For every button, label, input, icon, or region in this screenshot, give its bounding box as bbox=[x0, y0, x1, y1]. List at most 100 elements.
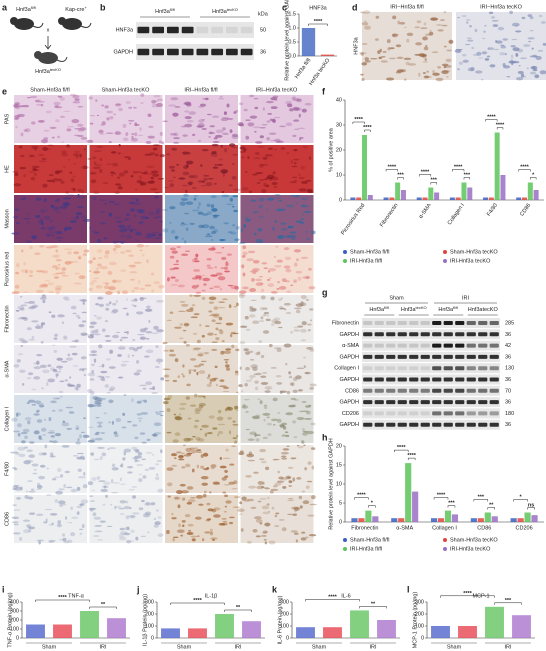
micrograph-texture bbox=[55, 291, 60, 295]
micrograph-texture bbox=[114, 131, 122, 135]
micrograph-texture bbox=[104, 335, 111, 338]
micrograph-texture bbox=[232, 506, 241, 508]
micrograph-texture bbox=[145, 502, 151, 506]
micrograph-texture bbox=[201, 334, 205, 338]
micrograph-texture bbox=[113, 431, 118, 435]
panel-letter: j bbox=[136, 584, 140, 594]
micrograph-texture bbox=[302, 432, 308, 436]
micrograph-texture bbox=[130, 529, 135, 533]
micrograph-texture bbox=[100, 488, 109, 493]
micrograph-texture bbox=[510, 54, 514, 59]
micrograph-texture bbox=[58, 390, 64, 394]
micrograph-texture bbox=[70, 187, 75, 190]
micrograph-texture bbox=[222, 127, 226, 131]
micrograph-texture bbox=[261, 262, 267, 265]
micrograph-texture bbox=[250, 199, 257, 202]
micrograph-texture bbox=[212, 427, 218, 430]
micrograph-texture bbox=[67, 521, 71, 524]
micrograph-texture bbox=[136, 369, 142, 373]
micrograph-texture bbox=[182, 375, 185, 378]
micrograph-texture bbox=[283, 247, 290, 251]
micrograph-texture bbox=[242, 251, 248, 256]
micrograph-texture bbox=[170, 97, 179, 101]
label: Hnf3atecKO bbox=[212, 7, 238, 15]
micrograph-texture bbox=[26, 377, 32, 379]
micrograph-texture bbox=[277, 234, 285, 240]
micrograph-texture bbox=[23, 529, 31, 534]
row-label: Fibronectin bbox=[4, 305, 10, 332]
micrograph-texture bbox=[206, 264, 211, 268]
micrograph-texture bbox=[182, 444, 186, 446]
micrograph-texture bbox=[42, 183, 48, 188]
micrograph-texture bbox=[150, 176, 155, 179]
micrograph-texture bbox=[222, 390, 230, 393]
micrograph-texture bbox=[97, 238, 101, 243]
micrograph-texture bbox=[54, 105, 59, 109]
bar bbox=[389, 197, 395, 200]
micrograph-texture bbox=[154, 521, 161, 526]
micrograph-texture bbox=[469, 25, 472, 28]
micrograph-texture bbox=[189, 294, 193, 297]
micrograph-texture bbox=[109, 301, 112, 305]
micrograph-texture bbox=[396, 44, 402, 48]
micrograph-texture bbox=[102, 503, 106, 506]
micrograph-texture bbox=[529, 29, 534, 32]
micrograph-texture bbox=[183, 437, 191, 442]
micrograph-texture bbox=[431, 51, 439, 54]
micrograph-texture bbox=[208, 415, 215, 419]
micrograph-texture bbox=[206, 376, 210, 380]
micrograph-texture bbox=[188, 530, 192, 532]
significance-label: *** bbox=[505, 598, 512, 604]
micrograph-texture bbox=[219, 238, 225, 242]
micrograph-texture bbox=[532, 65, 536, 69]
micrograph-texture bbox=[52, 397, 61, 400]
micrograph-texture bbox=[114, 103, 122, 107]
bar bbox=[431, 626, 450, 638]
micrograph-texture bbox=[219, 456, 222, 460]
micrograph-texture bbox=[181, 466, 186, 469]
significance-label: *** bbox=[448, 501, 455, 507]
bar bbox=[458, 626, 477, 638]
micrograph-texture bbox=[511, 22, 520, 27]
micrograph-texture bbox=[258, 197, 265, 202]
micrograph-texture bbox=[428, 31, 434, 36]
micrograph-texture bbox=[106, 391, 111, 394]
micrograph-texture bbox=[147, 531, 150, 533]
micrograph-texture bbox=[72, 94, 80, 99]
x-tick-label: Fibronectin bbox=[351, 525, 378, 531]
micrograph-texture bbox=[190, 535, 198, 538]
micrograph-texture bbox=[41, 270, 49, 274]
micrograph-texture bbox=[46, 233, 51, 237]
blot-band bbox=[420, 388, 430, 393]
micrograph-texture bbox=[415, 42, 423, 46]
micrograph-texture bbox=[100, 370, 108, 374]
micrograph-texture bbox=[74, 98, 80, 101]
micrograph-texture bbox=[79, 127, 87, 131]
micrograph-texture bbox=[175, 236, 178, 240]
blot-band bbox=[409, 321, 419, 325]
micrograph-texture bbox=[155, 345, 159, 349]
micrograph-texture bbox=[510, 59, 514, 64]
micrograph-texture bbox=[284, 256, 292, 260]
micrograph-texture bbox=[129, 515, 136, 519]
bar bbox=[470, 518, 477, 522]
micrograph-texture bbox=[34, 252, 41, 255]
micrograph-texture bbox=[180, 223, 186, 227]
micrograph-texture bbox=[187, 523, 194, 527]
micrograph-texture bbox=[191, 449, 198, 453]
blot-band bbox=[466, 366, 476, 371]
chart-title: HNF3a bbox=[309, 5, 327, 11]
micrograph-texture bbox=[467, 39, 474, 42]
micrograph-texture bbox=[198, 405, 204, 409]
micrograph-texture bbox=[157, 516, 162, 519]
micrograph-texture bbox=[162, 228, 169, 233]
micrograph-texture bbox=[221, 194, 230, 198]
blot-band bbox=[374, 400, 384, 405]
micrograph-texture bbox=[294, 194, 301, 197]
blot-band bbox=[455, 366, 465, 371]
micrograph-texture bbox=[235, 348, 240, 352]
micrograph-texture bbox=[118, 172, 125, 177]
micrograph-texture bbox=[392, 33, 396, 37]
micrograph-texture bbox=[131, 446, 138, 450]
micrograph-texture bbox=[289, 108, 294, 112]
